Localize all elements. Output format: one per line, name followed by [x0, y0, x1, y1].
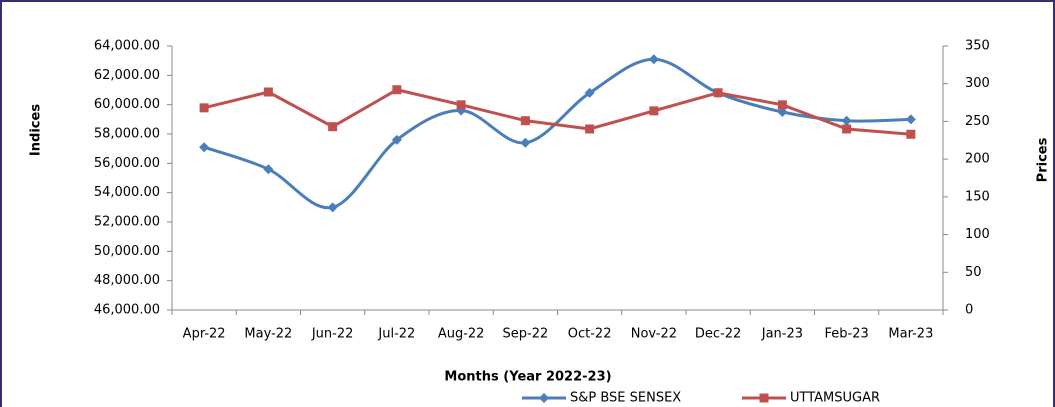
- legend-label: UTTAMSUGAR: [790, 391, 880, 406]
- legend-marker: [539, 393, 549, 403]
- x-tick-label: Jul-22: [377, 327, 415, 342]
- point: [585, 124, 595, 134]
- point: [649, 106, 659, 116]
- point: [392, 85, 402, 95]
- y-tick-label: 52,000.00: [94, 215, 160, 230]
- point: [905, 114, 916, 125]
- point: [842, 124, 852, 134]
- y-tick-label: 58,000.00: [94, 127, 160, 142]
- point: [584, 87, 595, 98]
- point: [391, 134, 402, 145]
- y2-tick-label: 250: [965, 114, 990, 129]
- x-axis-label: Months (Year 2022-23): [444, 370, 611, 385]
- y2-tick-label: 100: [965, 227, 990, 242]
- y-tick-label: 60,000.00: [94, 97, 160, 112]
- point: [777, 100, 787, 110]
- point: [199, 142, 210, 153]
- x-tick-label: Apr-22: [183, 327, 226, 342]
- y2-tick-label: 350: [965, 39, 990, 54]
- point: [906, 129, 916, 139]
- x-tick-label: Nov-22: [631, 327, 677, 342]
- point: [263, 87, 273, 97]
- point: [648, 54, 659, 65]
- x-tick-label: May-22: [244, 327, 292, 342]
- y2-tick-label: 0: [965, 303, 973, 318]
- x-tick-label: Dec-22: [695, 327, 741, 342]
- y-tick-label: 56,000.00: [94, 156, 160, 171]
- x-tick-label: Oct-22: [568, 327, 612, 342]
- x-tick-label: Mar-23: [888, 327, 933, 342]
- y-tick-label: 62,000.00: [94, 68, 160, 83]
- point: [328, 122, 338, 132]
- point: [841, 115, 852, 126]
- y-tick-label: 54,000.00: [94, 185, 160, 200]
- y2-axis-label: Prices: [1036, 137, 1051, 182]
- y-tick-label: 64,000.00: [94, 39, 160, 54]
- y-tick-label: 46,000.00: [94, 303, 160, 318]
- point: [777, 107, 788, 117]
- y2-tick-label: 150: [965, 189, 990, 204]
- point: [327, 202, 338, 213]
- x-tick-label: Jun-22: [311, 327, 354, 342]
- point: [713, 88, 723, 98]
- point: [456, 100, 466, 110]
- legend-label: S&P BSE SENSEX: [570, 391, 681, 406]
- y-tick-label: 48,000.00: [94, 273, 160, 288]
- series-line: [203, 88, 911, 136]
- x-tick-label: Aug-22: [438, 327, 485, 342]
- legend-marker: [759, 393, 769, 403]
- y2-tick-label: 50: [965, 265, 982, 280]
- point: [199, 103, 209, 113]
- y2-tick-label: 200: [965, 152, 990, 167]
- y-tick-label: 50,000.00: [94, 244, 160, 259]
- x-tick-label: Feb-23: [825, 327, 869, 342]
- x-tick-label: Sep-22: [503, 327, 549, 342]
- y-axis-label: Indices: [29, 104, 44, 156]
- point: [263, 164, 274, 175]
- y2-tick-label: 300: [965, 76, 990, 91]
- x-tick-label: Jan-23: [761, 327, 803, 342]
- point: [520, 137, 531, 148]
- point: [520, 116, 530, 126]
